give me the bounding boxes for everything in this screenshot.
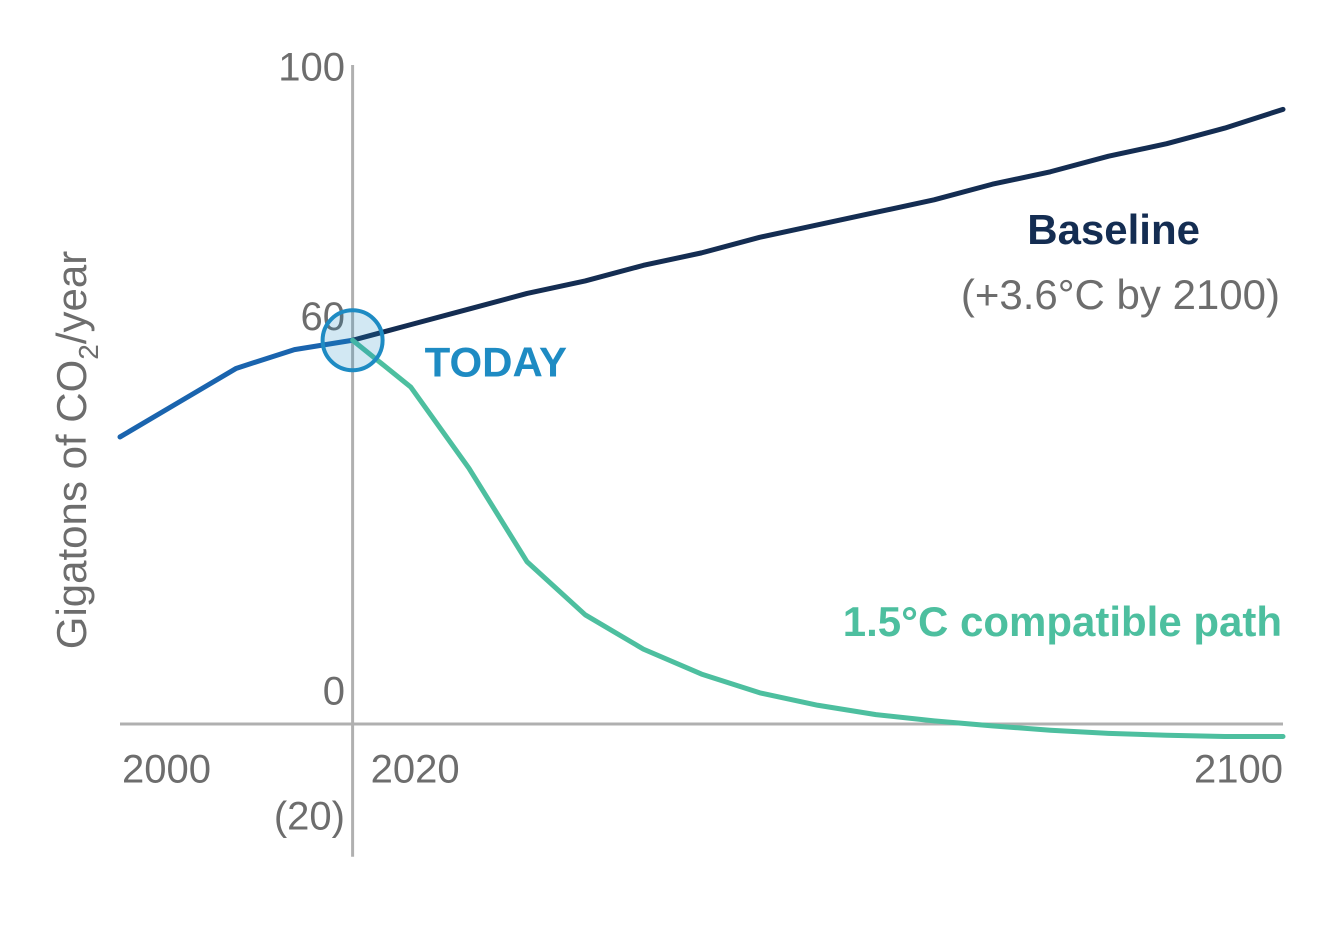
today-marker [320,308,385,373]
series-line [117,337,356,440]
baseline-note: (+3.6°C by 2100) [961,271,1280,318]
y-axis-label: Gigatons of CO2/year [48,251,104,649]
y-label-sub: 2 [73,344,104,360]
path-label: 1.5°C compatible path [843,598,1282,645]
series-line [350,337,1286,739]
series-line [350,106,1286,343]
x-tick-label: 2020 [371,748,460,792]
y-tick-label: 100 [278,46,345,90]
today-label: TODAY [425,338,567,385]
y-label-part: /year [48,251,95,344]
y-label-part: Gigatons of CO [48,360,95,649]
y-tick-label: 0 [323,670,345,714]
baseline-label: Baseline [1027,206,1200,253]
x-tick-label: 2000 [122,748,211,792]
y-tick-label: (20) [274,794,345,838]
x-tick-label: 2100 [1194,748,1283,792]
